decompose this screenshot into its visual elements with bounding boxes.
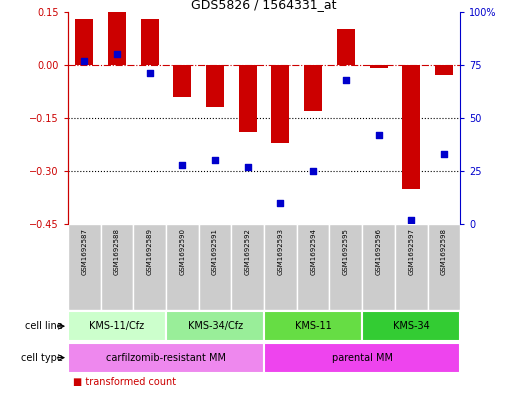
Text: KMS-11: KMS-11	[295, 321, 332, 331]
Text: KMS-34: KMS-34	[393, 321, 429, 331]
Point	[145, 70, 154, 77]
Text: parental MM: parental MM	[332, 353, 393, 363]
Title: GDS5826 / 1564331_at: GDS5826 / 1564331_at	[191, 0, 337, 11]
Text: GSM1692589: GSM1692589	[147, 228, 153, 275]
Text: GSM1692597: GSM1692597	[408, 228, 414, 275]
Text: cell line: cell line	[25, 321, 63, 331]
Text: GSM1692587: GSM1692587	[82, 228, 87, 275]
Bar	[271, 65, 289, 143]
Text: GSM1692595: GSM1692595	[343, 228, 349, 275]
Bar	[141, 19, 158, 65]
Text: GSM1692592: GSM1692592	[245, 228, 251, 275]
Text: cell type: cell type	[21, 353, 63, 363]
Bar	[199, 224, 231, 310]
Bar	[329, 224, 362, 310]
Point	[211, 157, 219, 163]
Point	[407, 217, 415, 223]
Bar	[108, 12, 126, 65]
Point	[342, 77, 350, 83]
Text: GSM1692588: GSM1692588	[114, 228, 120, 275]
Text: ■ transformed count: ■ transformed count	[73, 377, 176, 387]
Point	[80, 57, 88, 64]
Text: GSM1692598: GSM1692598	[441, 228, 447, 275]
Bar	[68, 224, 100, 310]
Bar	[297, 224, 329, 310]
Bar	[395, 224, 428, 310]
Bar	[239, 65, 257, 132]
Bar	[68, 311, 166, 341]
Bar	[133, 224, 166, 310]
Text: KMS-34/Cfz: KMS-34/Cfz	[188, 321, 243, 331]
Bar	[402, 65, 420, 189]
Bar	[337, 29, 355, 65]
Point	[113, 51, 121, 57]
Text: KMS-11/Cfz: KMS-11/Cfz	[89, 321, 144, 331]
Bar	[174, 65, 191, 97]
Point	[244, 163, 252, 170]
Bar	[68, 343, 264, 373]
Bar	[75, 19, 93, 65]
Bar	[264, 224, 297, 310]
Bar	[428, 224, 460, 310]
Bar	[264, 343, 460, 373]
Bar	[362, 224, 395, 310]
Bar	[206, 65, 224, 107]
Bar	[435, 65, 453, 75]
Point	[309, 168, 317, 174]
Text: GSM1692590: GSM1692590	[179, 228, 185, 275]
Text: GSM1692596: GSM1692596	[376, 228, 381, 275]
Text: carfilzomib-resistant MM: carfilzomib-resistant MM	[106, 353, 226, 363]
Point	[276, 200, 285, 206]
Text: GSM1692591: GSM1692591	[212, 228, 218, 275]
Bar	[100, 224, 133, 310]
Text: GSM1692594: GSM1692594	[310, 228, 316, 275]
Point	[374, 132, 383, 138]
Bar	[370, 65, 388, 68]
Bar	[166, 311, 264, 341]
Point	[440, 151, 448, 157]
Bar	[231, 224, 264, 310]
Text: GSM1692593: GSM1692593	[278, 228, 283, 275]
Bar	[264, 311, 362, 341]
Bar	[166, 224, 199, 310]
Bar	[304, 65, 322, 111]
Bar	[362, 311, 460, 341]
Point	[178, 162, 187, 168]
